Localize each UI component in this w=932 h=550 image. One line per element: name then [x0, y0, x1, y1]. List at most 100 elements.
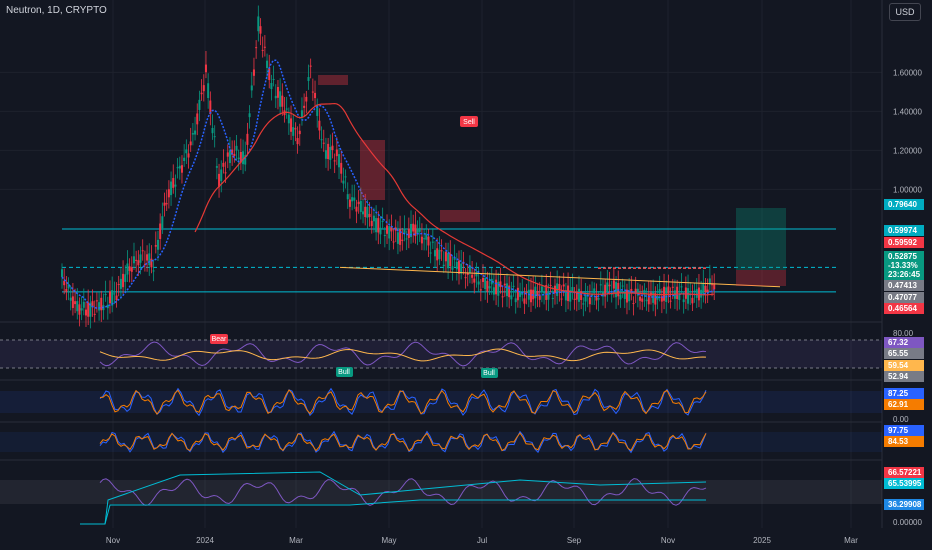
candle-body — [137, 260, 140, 266]
candle-body — [431, 241, 434, 243]
candle-body — [545, 284, 548, 300]
candle-body — [575, 291, 578, 300]
candle-body — [213, 136, 216, 138]
price-tag — [884, 199, 924, 210]
candle-body — [438, 249, 441, 260]
candle-body — [106, 304, 109, 309]
candle-body — [370, 220, 373, 227]
candle-body — [676, 286, 679, 300]
candle-body — [429, 252, 432, 254]
candle-body — [669, 300, 672, 302]
mfi-lower-line — [104, 499, 706, 525]
candle-body — [486, 280, 489, 292]
candle-body — [342, 180, 345, 184]
candle-body — [89, 302, 92, 317]
bull-signal-label: Bull — [483, 370, 495, 377]
candle-body — [311, 91, 314, 93]
candle-body — [287, 114, 290, 124]
candle-body — [549, 285, 552, 287]
pane-value-label: 62.91 — [888, 400, 909, 409]
candle-body — [146, 254, 149, 261]
candle-body — [226, 152, 229, 157]
candle-body — [202, 85, 205, 92]
candle-body — [329, 146, 332, 160]
candle-body — [285, 108, 288, 110]
candle-body — [488, 286, 491, 289]
candle-body — [296, 138, 299, 145]
candle-body — [377, 218, 380, 233]
candle-body — [464, 277, 467, 279]
candle-body — [560, 298, 563, 300]
candle-body — [170, 181, 173, 196]
candle-body — [91, 301, 94, 308]
pane-value-label: 65.55 — [888, 349, 909, 358]
candle-body — [357, 201, 360, 205]
y-tick-label: 1.00000 — [893, 185, 922, 194]
candle-body — [159, 223, 162, 239]
candle-body — [529, 289, 532, 303]
candle-body — [684, 287, 687, 299]
candle-body — [124, 274, 127, 282]
candle-body — [220, 169, 223, 182]
candle-body — [484, 277, 487, 290]
currency-button[interactable]: USD — [889, 3, 921, 21]
candle-body — [503, 283, 506, 286]
candle-body — [492, 287, 495, 295]
candle-body — [364, 206, 367, 218]
candle-body — [69, 297, 72, 301]
candle-body — [76, 301, 79, 312]
rsi-ma-line — [99, 348, 707, 362]
candle-body — [196, 113, 199, 125]
price-tag — [884, 269, 924, 280]
pane-value-tag — [884, 425, 924, 436]
candle-body — [108, 291, 111, 304]
candle-body — [231, 149, 234, 155]
candle-body — [573, 298, 576, 300]
candle-body — [281, 95, 284, 107]
candle-body — [122, 273, 125, 288]
candle-body — [135, 259, 138, 261]
candle-body — [148, 253, 151, 266]
candle-body — [78, 304, 81, 315]
stoch-k-line — [99, 387, 707, 417]
candle-body — [348, 199, 351, 207]
candle-body — [455, 261, 458, 270]
candle-body — [111, 290, 114, 306]
candle-body — [612, 280, 615, 289]
price-tag-label: 0.59974 — [888, 226, 917, 235]
candle-body — [383, 235, 386, 237]
candle-body — [174, 184, 177, 187]
candle-body — [351, 197, 354, 202]
candle-body — [625, 289, 628, 303]
mfi-line — [99, 478, 707, 506]
pane-value-tag — [884, 388, 924, 399]
candle-body — [682, 299, 685, 303]
candle-body — [309, 65, 312, 67]
candle-body — [691, 297, 694, 304]
candle-body — [338, 154, 341, 168]
candle-body — [353, 197, 356, 201]
candle-body — [270, 82, 273, 90]
price-tag — [884, 237, 924, 248]
candle-body — [346, 194, 349, 200]
price-tag — [884, 292, 924, 303]
x-tick-label: 2024 — [196, 536, 214, 545]
candle-body — [344, 176, 347, 178]
stochrsi-k-line — [99, 430, 707, 454]
candle-body — [233, 153, 236, 157]
candle-body — [156, 239, 159, 250]
candle-body — [128, 266, 131, 271]
price-tag-label: 0.47077 — [888, 293, 917, 302]
x-tick-label: Mar — [844, 536, 858, 545]
price-tag-label: 0.59592 — [888, 238, 917, 247]
candle-body — [379, 227, 382, 235]
pane-value-tag — [884, 348, 924, 359]
candle-body — [536, 290, 539, 296]
candle-body — [540, 286, 543, 293]
pane-value-tag — [884, 436, 924, 447]
candle-body — [584, 294, 587, 302]
candle-body — [198, 99, 201, 110]
candle-body — [268, 67, 271, 81]
candle-body — [466, 272, 469, 276]
